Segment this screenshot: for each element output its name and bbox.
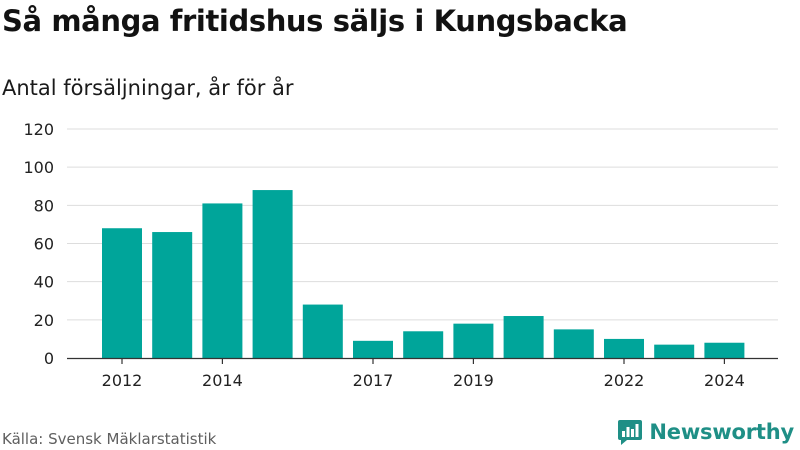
x-tick-label: 2014 (202, 371, 243, 390)
bar-2012 (102, 228, 142, 358)
bar-2023 (654, 344, 695, 358)
y-tick-label: 20 (34, 311, 54, 330)
y-axis-tick-labels: 0 20 40 60 80 100 120 (23, 120, 54, 368)
x-tick-label: 2019 (453, 371, 494, 390)
bar-2019 (453, 323, 494, 358)
brand-logo: Newsworthy (617, 418, 794, 446)
y-tick-label: 60 (34, 235, 54, 254)
bar-2018 (403, 331, 444, 358)
bar-2022 (604, 338, 644, 358)
chart-title: Så många fritidshus säljs i Kungsbacka (2, 4, 628, 38)
x-tick-label: 2022 (604, 371, 645, 390)
bars (102, 190, 745, 358)
bar-2015 (252, 190, 293, 358)
bar-2016 (302, 304, 343, 358)
bar-2020 (503, 316, 544, 358)
y-tick-label: 40 (34, 273, 54, 292)
bar-chart: 0 20 40 60 80 100 120 2012 2014 2017 2019 2022 2024 (23, 120, 778, 390)
y-tick-label: 100 (23, 158, 54, 177)
x-tick-label: 2024 (704, 371, 745, 390)
brand-name: Newsworthy (649, 420, 794, 444)
y-tick-label: 0 (44, 349, 54, 368)
x-axis-tick-labels: 2012 2014 2017 2019 2022 2024 (67, 357, 778, 390)
bar-2024 (704, 342, 745, 358)
bar-2013 (152, 232, 193, 358)
y-tick-label: 120 (23, 120, 54, 139)
bar-2014 (202, 203, 243, 358)
y-tick-label: 80 (34, 196, 54, 215)
bar-2017 (353, 340, 393, 358)
newsworthy-chart-logo-icon (618, 420, 643, 445)
chart-subtitle: Antal försäljningar, år för år (2, 76, 294, 100)
bar-2021 (553, 329, 594, 358)
source-note: Källa: Svensk Mäklarstatistik (2, 430, 217, 448)
x-tick-label: 2012 (102, 371, 143, 390)
x-tick-label: 2017 (353, 371, 394, 390)
